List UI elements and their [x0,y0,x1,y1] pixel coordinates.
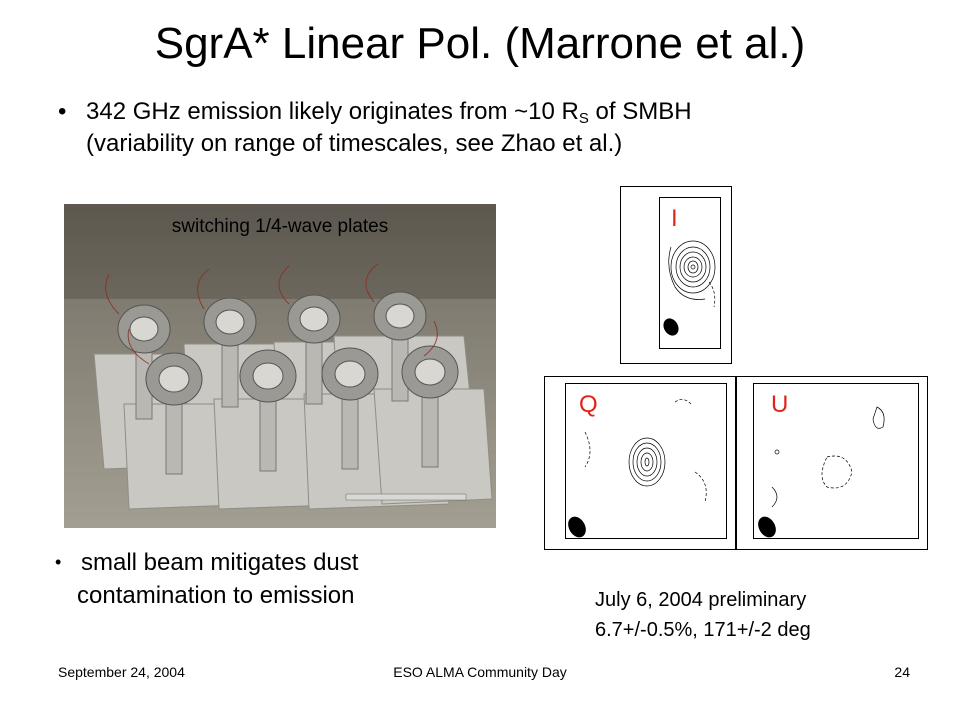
map-caption-date: July 6, 2004 preliminary [595,589,807,611]
stokes-q-contours [568,399,707,538]
stokes-q-label: Q [579,391,598,418]
footer-event: ESO ALMA Community Day [393,664,567,680]
bullet-beam-line1: small beam mitigates dust [81,549,359,576]
subscript-s: S [578,110,589,127]
map-caption-values: 6.7+/-0.5%, 171+/-2 deg [595,619,811,641]
bullet-beam-line2: contamination to emission [77,582,355,609]
stokes-u-contours [758,406,885,538]
bullet-emission: • 342 GHz emission likely originates fro… [58,96,926,160]
bullet-emission-line2: (variability on range of timescales, see… [86,130,623,157]
stokes-u-map: U [736,376,928,550]
photo-caption: switching 1/4-wave plates [171,216,389,237]
stokes-u-frame [753,383,919,539]
bullet-emission-line1: 342 GHz emission likely originates from … [86,98,692,127]
waveplates-photo: switching 1/4-wave plates [64,204,496,528]
stokes-q-frame [565,383,727,539]
footer-page-number: 24 [894,664,910,680]
stokes-i-contours [663,240,716,336]
bullet-dot: • [55,552,62,572]
slide-title: SgrA* Linear Pol. (Marrone et al.) [154,19,806,68]
stokes-i-label: I [671,205,678,232]
map-caption: July 6, 2004 preliminary 6.7+/-0.5%, 171… [595,585,811,645]
stokes-i-map: I [620,186,732,364]
stokes-u-label: U [771,391,789,418]
stokes-q-map: Q [544,376,736,550]
waveplates-illustration [64,263,496,528]
bullet-dot: • [58,98,67,125]
footer-date: September 24, 2004 [58,664,185,680]
bullet-beam: • small beam mitigates dust contaminatio… [55,546,501,612]
